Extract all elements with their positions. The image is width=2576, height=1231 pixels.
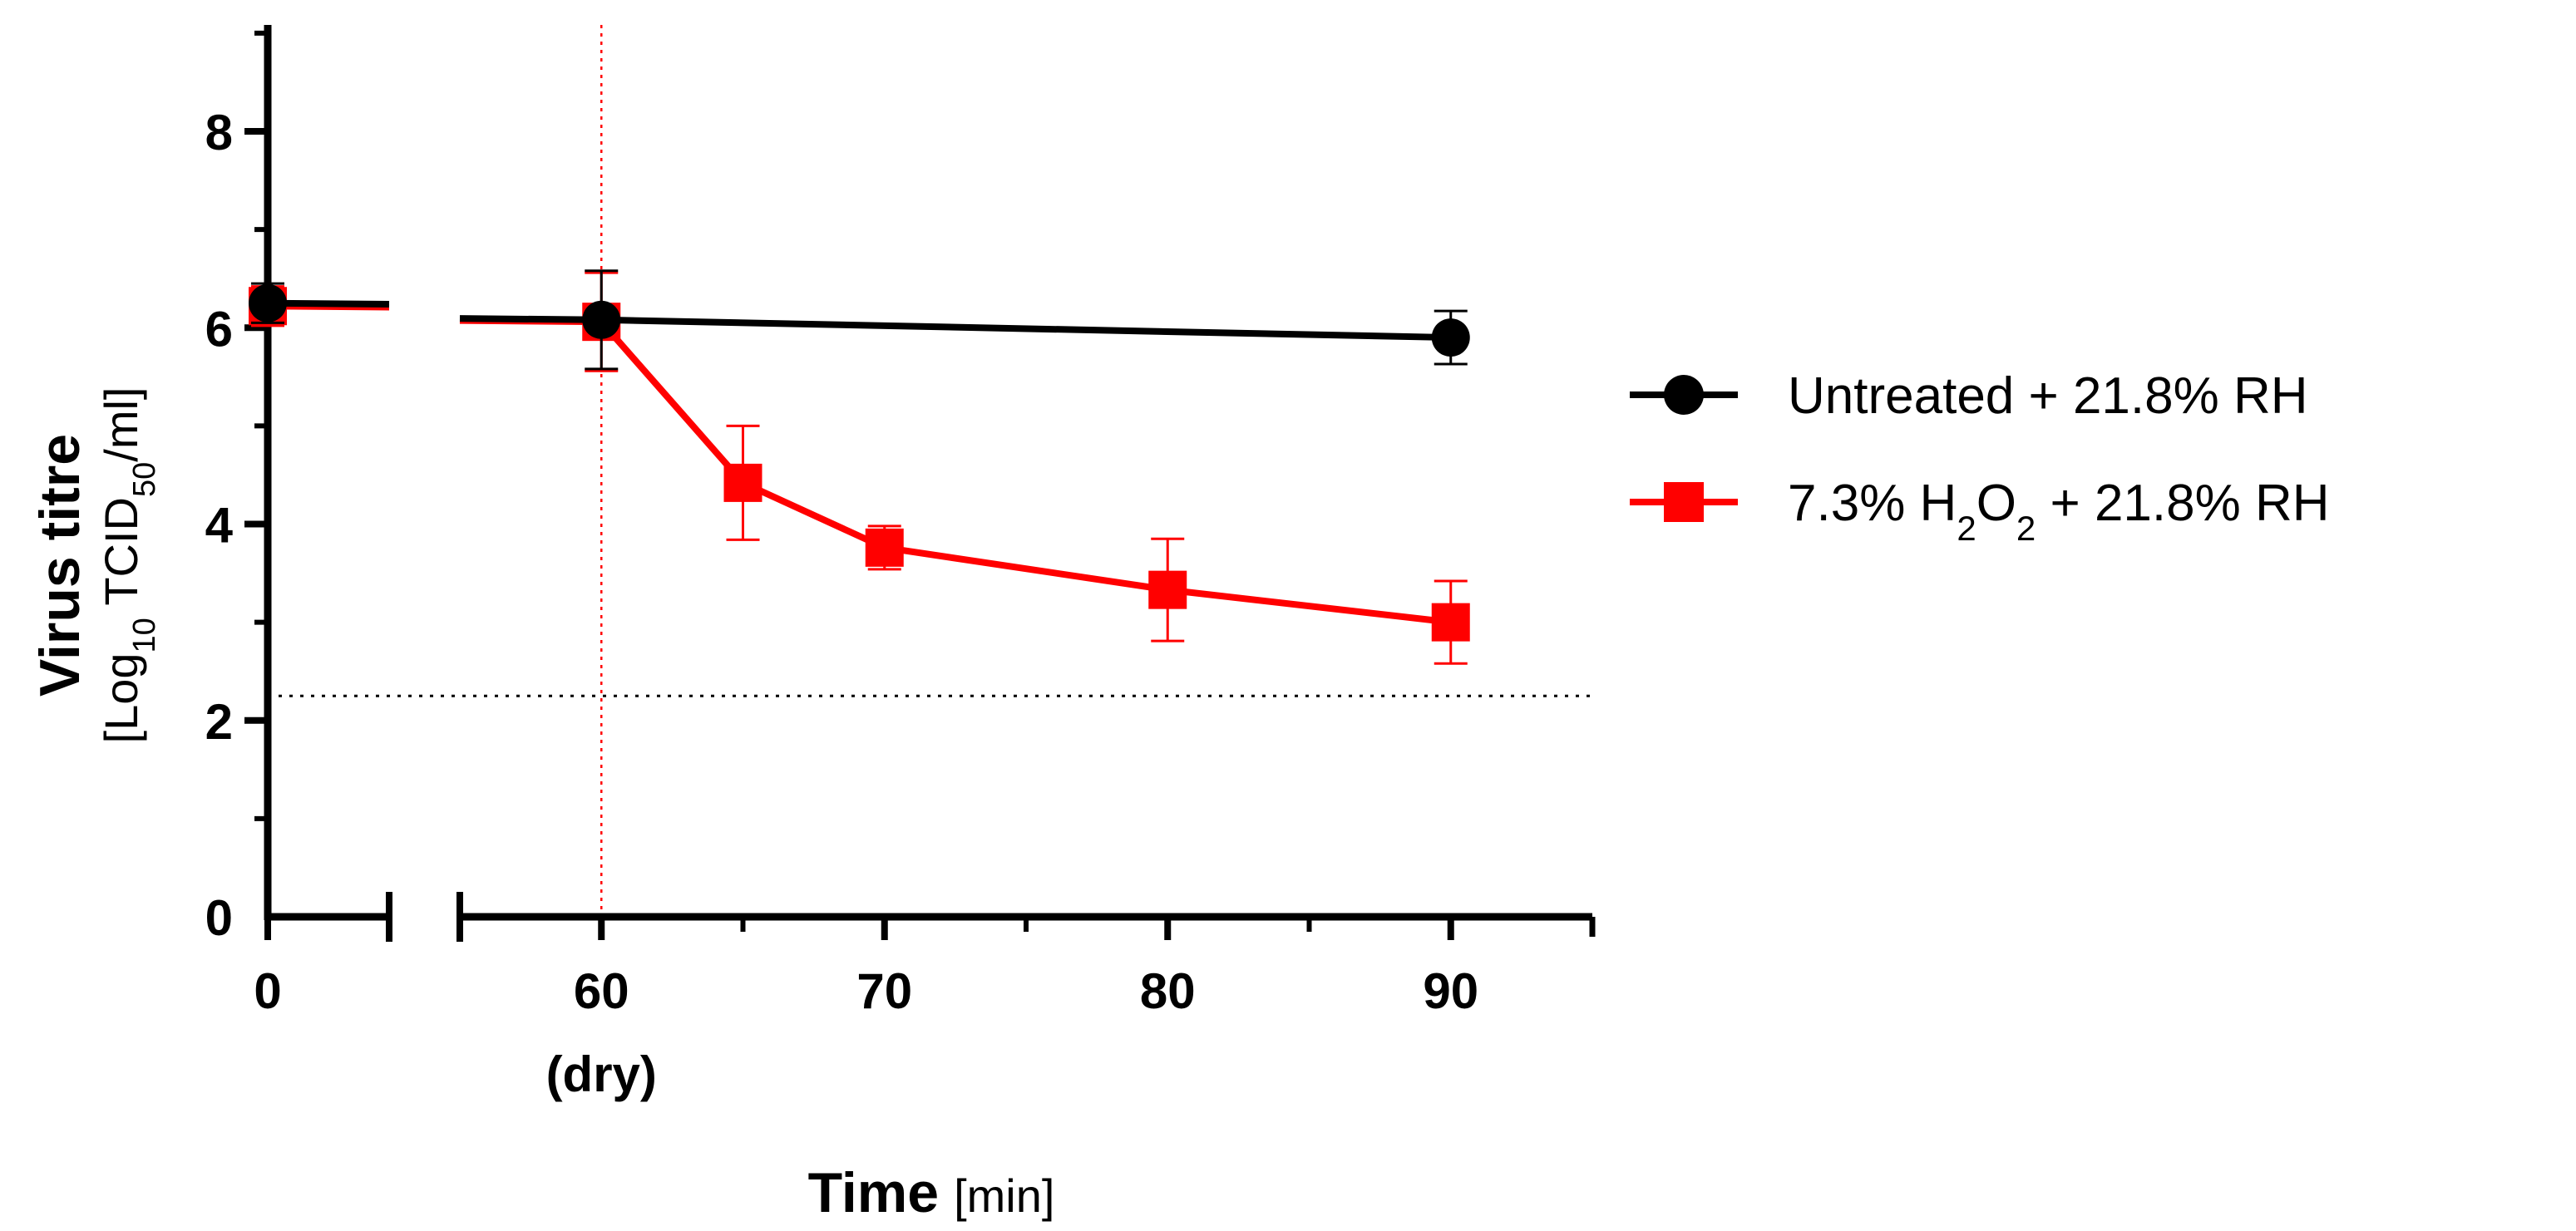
- x-tick-label: 90: [1423, 963, 1478, 1019]
- series-line-segment: [601, 316, 1451, 342]
- legend-marker-square: [1664, 482, 1704, 522]
- legend-marker-circle: [1664, 375, 1704, 415]
- y-axis-title-unit: [Log10 TCID50/ml]: [95, 387, 162, 744]
- data-point-square: [1431, 603, 1470, 642]
- x-axis-title-unit: [min]: [954, 1169, 1054, 1222]
- series-line-segment: [267, 299, 390, 308]
- data-point-circle: [582, 300, 621, 339]
- legend: Untreated + 21.8% RH 7.3% H2O2 + 21.8% R…: [1630, 367, 2330, 548]
- y-tick-label: 6: [205, 301, 233, 357]
- data-point-circle: [249, 283, 287, 323]
- x-axis-title-main: Time: [808, 1161, 939, 1224]
- y-tick-label: 0: [205, 890, 233, 946]
- legend-label-h2o2: 7.3% H2O2 + 21.8% RH: [1788, 475, 2330, 548]
- data-point-square: [723, 463, 762, 502]
- data-point-square: [865, 528, 904, 567]
- legend-item-untreated: Untreated + 21.8% RH: [1630, 367, 2308, 425]
- reference-lines: [268, 25, 1592, 917]
- x-tick-sublabel: (dry): [546, 1046, 657, 1102]
- series-line-segment: [599, 319, 746, 485]
- legend-item-h2o2: 7.3% H2O2 + 21.8% RH: [1630, 475, 2330, 548]
- y-tick-label: 2: [205, 694, 233, 750]
- data-point-square: [1148, 570, 1187, 609]
- series-line-segment: [1167, 586, 1452, 626]
- y-tick-label: 8: [205, 105, 233, 160]
- series-line-segment: [884, 544, 1168, 593]
- series-line-segment: [459, 315, 602, 323]
- y-axis-title-main: Virus titre: [28, 434, 91, 697]
- y-axis-title: Virus titre [Log10 TCID50/ml]: [28, 387, 162, 744]
- series-group: [249, 269, 1470, 665]
- x-tick-label: 0: [254, 963, 281, 1019]
- y-tick-label: 4: [205, 498, 234, 554]
- data-point-circle: [1431, 318, 1470, 357]
- x-tick-label: 60: [574, 963, 629, 1019]
- x-tick-label: 70: [856, 963, 912, 1019]
- series-untreated: [249, 269, 1470, 371]
- legend-label-untreated: Untreated + 21.8% RH: [1788, 367, 2308, 425]
- x-tick-label: 80: [1140, 963, 1196, 1019]
- x-axis-title: Time [min]: [808, 1161, 1055, 1224]
- series-line-segment: [741, 480, 886, 551]
